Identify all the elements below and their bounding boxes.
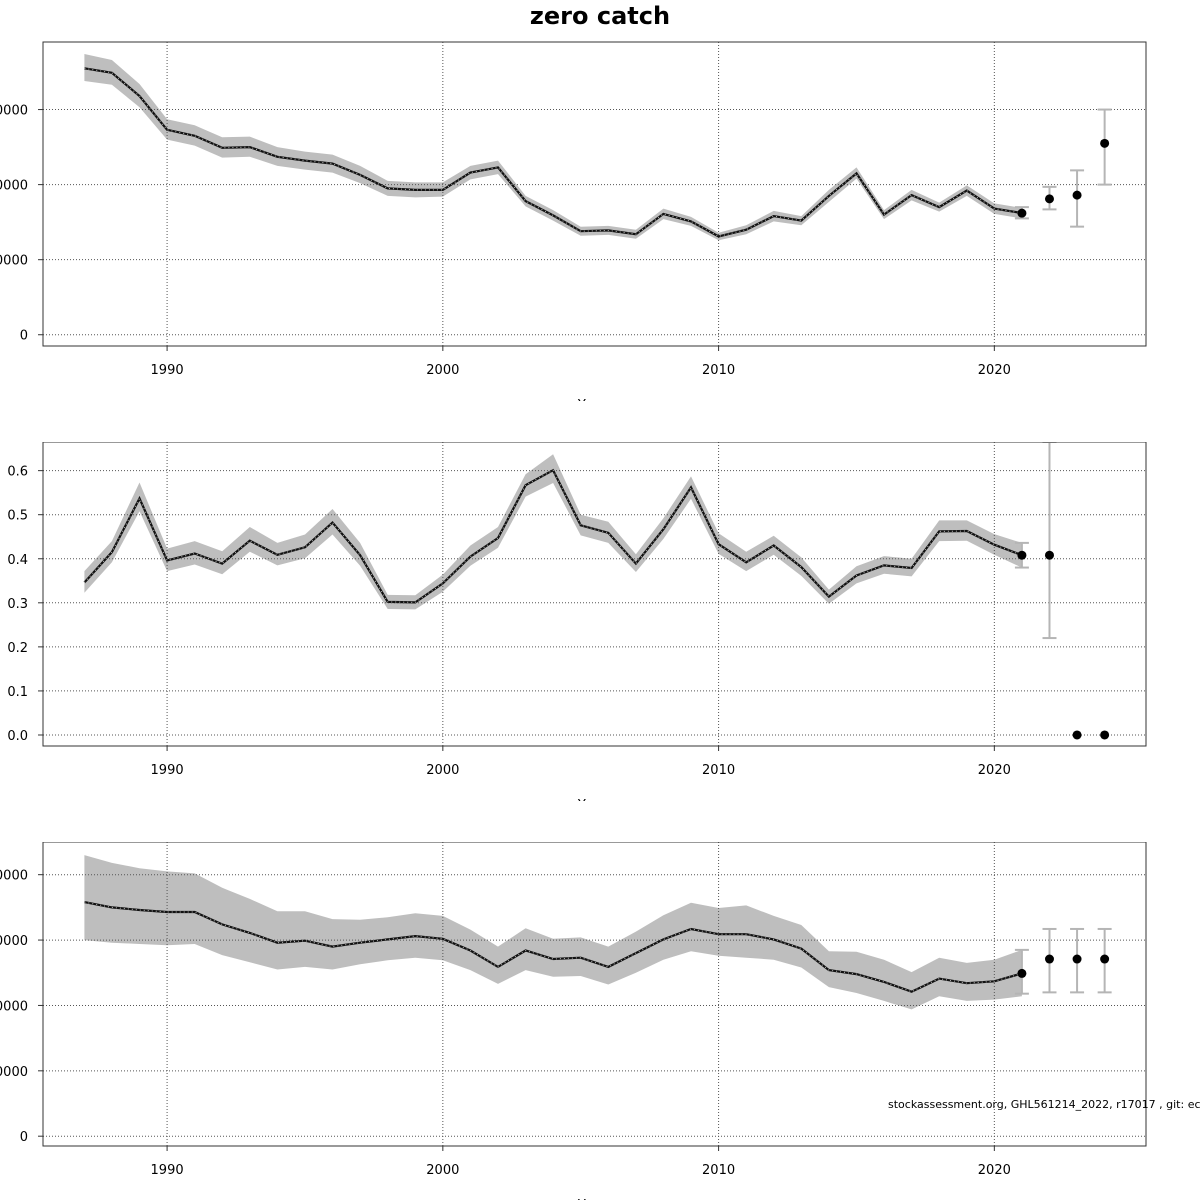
x-tick-label: 2020 [978,763,1011,778]
projection-point [1100,954,1110,964]
projection-point [1017,208,1027,218]
projection-point [1100,730,1110,740]
x-tick-label: 1990 [151,1163,184,1178]
y-tick-label: 100000 [0,1065,28,1080]
panel-gap [0,401,1200,442]
x-tick-label: 2020 [978,1163,1011,1178]
panel-gap [0,801,1200,842]
footnote: stockassessment.org, GHL561214_2022, r17… [888,1098,1200,1111]
panel-2: 19902000201020200.00.10.20.30.40.50.6Yea… [7,441,1147,813]
x-tick-label: 2020 [978,363,1011,378]
estimate-line-dots [84,901,1023,993]
estimate-line-dots [84,67,1022,237]
y-tick-label: 0.2 [7,641,28,656]
x-tick-label: 2010 [702,1163,735,1178]
y-tick-label: 400000 [0,869,28,884]
y-tick-label: 100000 [0,254,28,269]
y-tick-label: 0.3 [7,597,28,612]
estimate-line-dots [84,469,1023,603]
axis-frame [42,441,1147,747]
y-tick-label: 0.1 [7,685,28,700]
confidence-band [84,855,1022,1010]
estimate-line [83,468,1023,604]
projection-point [1072,730,1082,740]
x-tick-label: 2000 [426,363,459,378]
plot-area [43,442,1146,746]
plot-area [43,842,1146,1146]
confidence-band [84,454,1022,610]
y-tick-label: 0.4 [7,553,28,568]
projection-point [1072,954,1082,964]
x-tick-label: 2000 [426,1163,459,1178]
figure-title: zero catch [530,2,670,30]
y-tick-label: 0.0 [7,729,28,744]
projection-point [1044,954,1054,964]
x-tick-label: 1990 [151,363,184,378]
y-tick-label: 300000 [0,934,28,949]
y-tick-label: 0 [20,1130,28,1145]
projection-point [1044,550,1054,560]
projection-point [1044,194,1054,204]
confidence-band [84,54,1022,241]
plot-area [43,42,1146,346]
axis-frame [42,41,1147,347]
x-tick-label: 2000 [426,763,459,778]
y-tick-label: 0.5 [7,509,28,524]
y-tick-label: 300000 [0,104,28,119]
projection-point [1100,138,1110,148]
x-tick-label: 2010 [702,363,735,378]
projection-point [1072,190,1082,200]
x-tick-label: 2010 [702,763,735,778]
projection-point [1017,550,1027,560]
projection-point [1017,968,1027,978]
x-axis-label: Years [577,1198,613,1200]
y-tick-label: 0.6 [7,465,28,480]
x-tick-label: 1990 [151,763,184,778]
y-tick-label: 0 [20,329,28,344]
panel-1: 19902000201020200100000200000300000Years [0,41,1147,413]
